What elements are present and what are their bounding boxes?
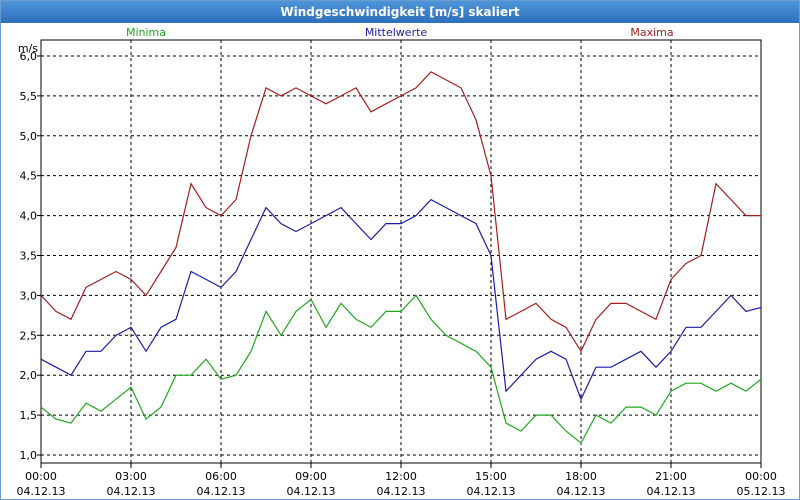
legend-entry-maxima: Maxima (630, 26, 673, 39)
series-line-mittelwerte (40, 198, 762, 401)
series-line-maxima (40, 71, 761, 353)
y-tick-label: 2,5 (20, 329, 38, 342)
x-tick-label-date: 04.12.13 (287, 485, 336, 498)
y-tick-label: 4,0 (20, 210, 38, 223)
x-tick-label-date: 04.12.13 (107, 485, 156, 498)
x-tick-label-time: 21:00 (655, 470, 687, 483)
legend-entry-minima: Minima (126, 26, 166, 39)
y-tick-label: 3,0 (20, 289, 38, 302)
y-tick-label: 3,5 (20, 249, 38, 262)
chart-title: Windgeschwindigkeit [m/s] skaliert (1, 1, 799, 23)
x-tick-label-date: 04.12.13 (467, 485, 516, 498)
wind-speed-chart: 1,0 1,5 2,0 2,5 3,0 3,5 4,0 4,5 5,0 5,5 6,0m/s 00:0… (17, 26, 786, 498)
x-tick-label-date: 04.12.13 (197, 485, 246, 498)
legend-entry-mittelwerte: Mittelwerte (365, 26, 428, 39)
y-tick-label: 1,0 (20, 449, 38, 462)
y-tick-label: 6,0 (20, 50, 38, 63)
x-tick-label-time: 00:00 (25, 470, 57, 483)
x-tick-label-time: 18:00 (565, 470, 597, 483)
x-tick-label-time: 15:00 (475, 470, 507, 483)
series-line-minima (40, 294, 762, 444)
x-tick-label-time: 00:00 (745, 470, 777, 483)
x-tick-label-time: 12:00 (385, 470, 417, 483)
y-tick-label: 5,0 (20, 130, 38, 143)
x-tick-label-date: 04.12.13 (377, 485, 426, 498)
x-tick-label-date: 05.12.13 (737, 485, 786, 498)
x-tick-label-time: 03:00 (115, 470, 147, 483)
x-tick-label-date: 04.12.13 (557, 485, 606, 498)
x-tick-label-time: 09:00 (295, 470, 327, 483)
x-tick-label-time: 06:00 (205, 470, 237, 483)
y-tick-label: 4,5 (20, 170, 38, 183)
y-tick-label: 2,0 (20, 369, 38, 382)
y-tick-label: 1,5 (20, 409, 38, 422)
x-tick-label-date: 04.12.13 (17, 485, 66, 498)
y-tick-label: 5,5 (20, 90, 38, 103)
y-axis-label: m/s (18, 42, 38, 55)
x-tick-label-date: 04.12.13 (647, 485, 696, 498)
